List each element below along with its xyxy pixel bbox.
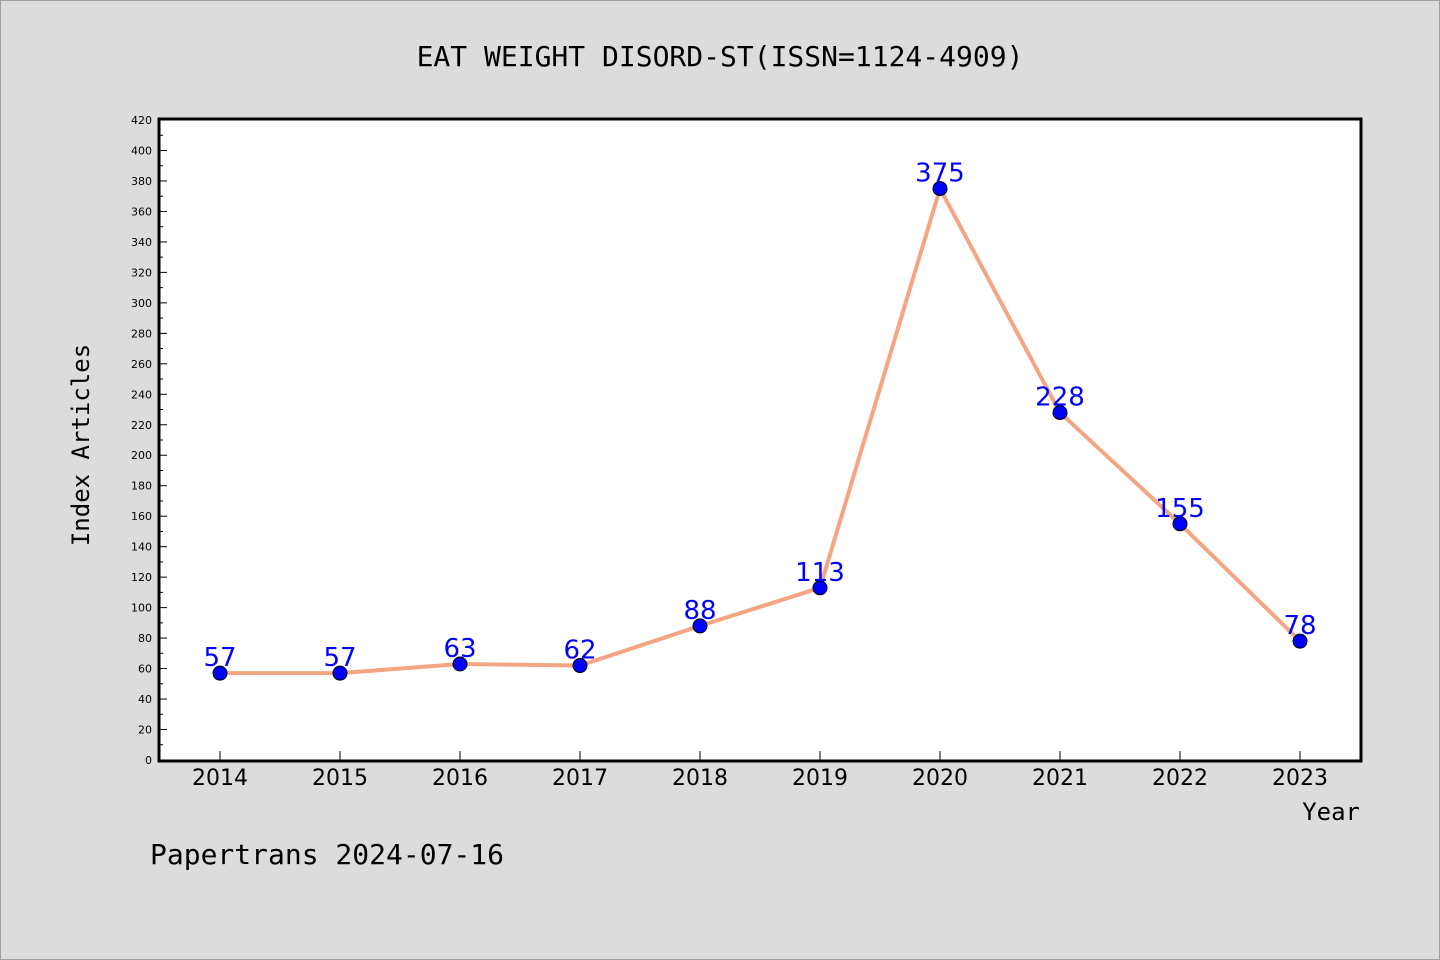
chart-title: EAT WEIGHT DISORD-ST(ISSN=1124-4909) <box>417 40 1024 73</box>
data-label: 63 <box>443 634 476 664</box>
data-point <box>1172 516 1188 532</box>
data-point <box>1292 633 1308 649</box>
data-point <box>332 665 348 681</box>
series-group: 57 57 63 62 88 113 375 228 155 78 <box>203 159 1317 681</box>
y-tick-label: 200 <box>131 449 152 462</box>
data-label: 57 <box>203 643 236 673</box>
y-tick-label: 80 <box>138 632 152 645</box>
y-tick-label: 420 <box>131 114 152 127</box>
y-tick-label: 20 <box>138 724 152 737</box>
data-point <box>572 658 588 674</box>
data-label: 78 <box>1283 611 1316 641</box>
y-tick-label: 400 <box>131 144 152 157</box>
y-tick-label: 100 <box>131 602 152 615</box>
data-point <box>212 665 228 681</box>
y-tick-label: 40 <box>138 693 152 706</box>
y-tick-label: 280 <box>131 327 152 340</box>
y-axis-title: Index Articles <box>67 344 95 546</box>
y-tick-label: 140 <box>131 541 152 554</box>
data-label: 88 <box>683 596 716 626</box>
data-point <box>932 181 948 197</box>
y-tick-label: 300 <box>131 297 152 310</box>
plot-area <box>157 117 1363 763</box>
x-tick-label: 2019 <box>792 766 848 791</box>
x-tick-label: 2015 <box>312 766 368 791</box>
y-tick-label: 120 <box>131 571 152 584</box>
data-label: 62 <box>563 636 596 666</box>
x-tick-label: 2017 <box>552 766 608 791</box>
y-tick-label: 240 <box>131 388 152 401</box>
y-tick-label: 180 <box>131 480 152 493</box>
footer-text: Papertrans 2024-07-16 <box>150 838 504 871</box>
x-tick-label: 2023 <box>1272 766 1328 791</box>
y-axis: 0 20 40 60 80 100 120 140 160 180 200 220 240 260 280 3… <box>131 114 167 767</box>
data-label: 57 <box>323 643 356 673</box>
y-tick-label: 360 <box>131 205 152 218</box>
y-tick-label: 380 <box>131 175 152 188</box>
x-tick-label: 2020 <box>912 766 968 791</box>
x-tick-label: 2018 <box>672 766 728 791</box>
x-tick-label: 2014 <box>192 766 248 791</box>
x-tick-label: 2021 <box>1032 766 1088 791</box>
y-tick-label: 320 <box>131 266 152 279</box>
x-axis-title: Year <box>1302 798 1360 826</box>
y-tick-label: 0 <box>145 754 152 767</box>
y-tick-label: 160 <box>131 510 152 523</box>
data-point <box>812 580 828 596</box>
data-label: 228 <box>1035 383 1085 413</box>
y-tick-label: 260 <box>131 358 152 371</box>
data-point <box>692 618 708 634</box>
data-label: 375 <box>915 159 965 189</box>
x-tick-label: 2022 <box>1152 766 1208 791</box>
data-point <box>1052 405 1068 421</box>
series-line <box>220 186 1302 676</box>
y-tick-label: 340 <box>131 236 152 249</box>
data-label: 155 <box>1155 494 1205 524</box>
y-tick-label: 60 <box>138 663 152 676</box>
data-label: 113 <box>795 558 845 588</box>
data-point <box>452 656 468 672</box>
y-tick-label: 220 <box>131 419 152 432</box>
x-tick-label: 2016 <box>432 766 488 791</box>
x-axis: 2014 2015 2016 2017 2018 2019 2020 2021 2022 2023 <box>192 751 1328 791</box>
